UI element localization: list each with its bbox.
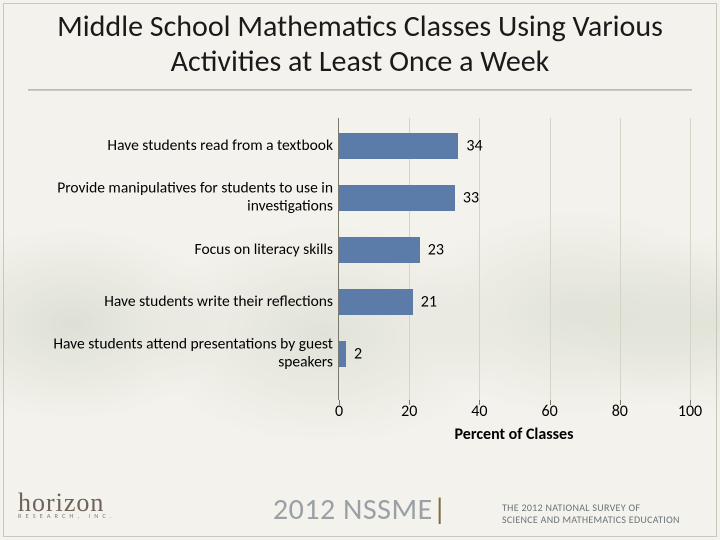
- category-label: Have students read from a textbook: [28, 137, 333, 155]
- title-underline: [28, 89, 692, 91]
- activities-bar-chart: 020406080100343323212 Percent of Classes…: [28, 118, 690, 438]
- survey-tagline: THE 2012 NATIONAL SURVEY OF SCIENCE AND …: [502, 502, 702, 526]
- x-tick-label: 40: [471, 400, 487, 421]
- x-tick-label: 80: [612, 400, 628, 421]
- gridline: [550, 118, 551, 400]
- category-label: Provide manipulatives for students to us…: [28, 180, 333, 217]
- bar-value: 21: [413, 293, 437, 312]
- bar-value: 33: [455, 189, 479, 208]
- x-axis-label: Percent of Classes: [338, 425, 690, 444]
- x-tick-label: 60: [541, 400, 557, 421]
- tagline-line2: SCIENCE AND MATHEMATICS EDUCATION: [502, 513, 680, 526]
- category-label: Have students write their reflections: [28, 293, 333, 311]
- brand-text: 2012 NSSME: [273, 491, 433, 528]
- page-title: Middle School Mathematics Classes Using …: [0, 0, 720, 83]
- category-label: Focus on literacy skills: [28, 241, 333, 259]
- gridline: [479, 118, 480, 400]
- brand-separator: |: [433, 491, 447, 528]
- gridline: [620, 118, 621, 400]
- x-tick-label: 0: [335, 400, 343, 421]
- bar: 2: [339, 341, 346, 367]
- bar: 21: [339, 289, 413, 315]
- bar: 23: [339, 237, 420, 263]
- bar: 34: [339, 133, 458, 159]
- category-label: Have students attend presentations by gu…: [28, 336, 333, 373]
- horizon-logo: horizon RESEARCH, INC.: [18, 496, 116, 518]
- bar: 33: [339, 185, 455, 211]
- logo-sub: RESEARCH, INC.: [18, 515, 116, 518]
- bar-value: 2: [346, 345, 362, 364]
- chart-plot-area: 020406080100343323212: [338, 118, 690, 400]
- bar-value: 34: [458, 137, 482, 156]
- gridline: [690, 118, 691, 400]
- bar-value: 23: [420, 241, 444, 260]
- x-tick-label: 20: [401, 400, 417, 421]
- survey-brand: 2012 NSSME|: [273, 491, 447, 528]
- x-tick-label: 100: [678, 400, 702, 421]
